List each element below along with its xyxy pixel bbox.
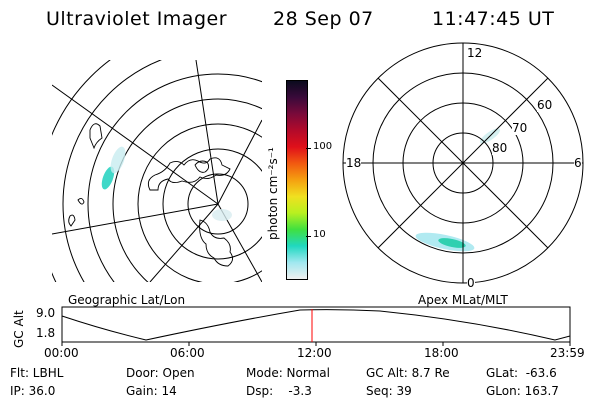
mlat-label-70: 70	[512, 121, 528, 135]
coastline	[147, 157, 231, 191]
meridian	[149, 203, 219, 282]
info-glon: GLon: 163.7	[486, 384, 559, 398]
lat-circle	[62, 60, 163, 282]
coastline	[199, 219, 233, 267]
coastline	[194, 160, 210, 173]
info-mode: Mode: Normal	[246, 366, 330, 380]
lat-circle	[187, 173, 249, 235]
colorbar-tick-mark	[306, 236, 311, 237]
mlt-axis	[377, 77, 549, 249]
lat-circle	[162, 148, 262, 260]
colorbar-tick-10: 10	[313, 229, 326, 240]
aurora-emission	[212, 209, 232, 221]
mlt-label-12: 12	[467, 46, 483, 60]
info-seq: Seq: 39	[366, 384, 412, 398]
info-gain: Gain: 14	[126, 384, 177, 398]
info-gcalt: GC Alt: 8.7 Re	[366, 366, 450, 380]
altitude-ytick-low: 1.8	[36, 326, 56, 340]
instrument-title: Ultraviolet Imager	[46, 8, 228, 30]
aurora-emission	[101, 166, 115, 190]
xtick-0600: 06:00	[170, 346, 205, 360]
mlat-label-60: 60	[537, 98, 553, 112]
left-panel-caption: Geographic Lat/Lon	[68, 293, 186, 307]
meridian	[217, 119, 262, 205]
aurora-emission	[438, 238, 466, 248]
xtick-1200: 12:00	[297, 346, 332, 360]
colorbar	[286, 80, 308, 280]
info-dsp: Dsp: -3.3	[246, 384, 312, 398]
info-glat: GLat: -63.6	[486, 366, 557, 380]
xtick-0000: 00:00	[44, 346, 79, 360]
meridian	[195, 60, 219, 205]
lat-circle	[87, 73, 262, 282]
altitude-ytick-high: 9.0	[36, 306, 56, 320]
meridian	[52, 203, 219, 235]
lat-circle	[112, 98, 262, 282]
polar-plot	[342, 42, 584, 284]
mlt-label-0: 0	[467, 276, 475, 290]
xtick-2359: 23:59	[550, 346, 585, 360]
info-filter: Flt: LBHL	[10, 366, 64, 380]
right-panel-caption: Apex MLat/MLT	[418, 293, 508, 307]
coastline	[77, 197, 85, 205]
aurora-emission	[110, 146, 126, 174]
mlt-label-6: 6	[574, 156, 582, 170]
time-label: 11:47:45 UT	[432, 8, 555, 30]
mlat-label-80: 80	[492, 141, 508, 155]
lat-circle	[137, 123, 262, 282]
colorbar-tick-mark	[306, 148, 311, 149]
colorbar-tick-100: 100	[313, 141, 333, 152]
mlt-label-18: 18	[346, 156, 362, 170]
coastline	[89, 123, 103, 150]
meridian	[52, 84, 219, 205]
date-label: 28 Sep 07	[273, 8, 374, 30]
info-ip: IP: 36.0	[10, 384, 56, 398]
altitude-curve	[61, 309, 571, 341]
info-door: Door: Open	[126, 366, 195, 380]
altitude-plot-frame	[61, 306, 571, 343]
xtick-1800: 18:00	[424, 346, 459, 360]
coastline	[68, 214, 76, 227]
